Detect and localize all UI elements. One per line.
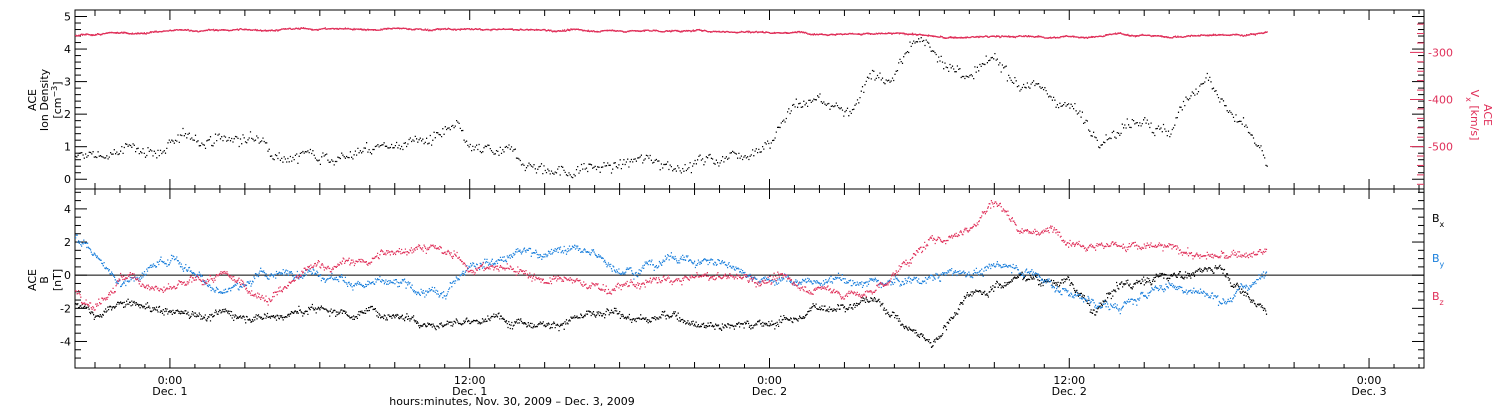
legend-bx: Bx: [1432, 212, 1445, 229]
y-tick-label-density: 4: [64, 43, 71, 56]
ion-density-ylabel-line1: ACE: [26, 89, 39, 111]
axis-ticks: [75, 10, 1424, 368]
ion-density-ylabel-line2: Ion Density: [38, 68, 51, 131]
magnetic-field-panel-frame: [74, 188, 1425, 369]
b-field-legend: Bx By Bz: [1432, 212, 1445, 307]
ion-density-series: [75, 37, 1268, 179]
x-tick-date: Dec. 2: [1052, 385, 1087, 398]
ion-density-ylabel: ACE Ion Density [cm−3]: [26, 68, 64, 131]
y-tick-label-b: -4: [60, 335, 71, 348]
by-series: [75, 234, 1268, 315]
data-series: [75, 26, 1268, 348]
y-tick-label-density: 3: [64, 76, 71, 89]
velocity-ylabel-line1: ACE: [1481, 104, 1494, 126]
y-tick-label-density: 0: [64, 173, 71, 186]
x-axis-title: hours:minutes, Nov. 30, 2009 – Dec. 3, 2…: [389, 395, 635, 408]
y-tick-label-velocity: -400: [1428, 94, 1453, 107]
b-field-ylabel-line1: ACE: [26, 269, 39, 291]
ion-density-ylabel-unit: [cm−3]: [50, 81, 65, 118]
y-tick-label-density: 2: [64, 108, 71, 121]
y-tick-label-velocity: -500: [1428, 141, 1453, 154]
x-tick-time: 0:00: [757, 374, 782, 387]
x-tick-time: 0:00: [158, 374, 183, 387]
y-tick-label-b: 2: [64, 236, 71, 249]
ion-density-series-points: [75, 37, 1268, 179]
y-tick-label-velocity: -300: [1428, 46, 1453, 59]
y-tick-label-density: 1: [64, 141, 71, 154]
legend-by: By: [1432, 252, 1445, 269]
x-tick-time: 12:00: [1053, 374, 1085, 387]
velocity-series-points: [75, 26, 1268, 40]
bz-series: [75, 200, 1268, 311]
x-tick-date: Dec. 3: [1351, 385, 1386, 398]
velocity-series: [75, 26, 1268, 40]
x-tick-date: Dec. 1: [152, 385, 187, 398]
y-tick-label-b: 0: [64, 269, 71, 282]
bz-series-points: [75, 200, 1268, 311]
y-tick-label-density: 5: [64, 11, 71, 24]
velocity-ylabel-line2: Vx [km/s]: [1465, 90, 1482, 141]
x-tick-date: Dec. 2: [752, 385, 787, 398]
b-field-ylabel-unit: [nT]: [51, 269, 64, 291]
velocity-ylabel: ACE Vx [km/s]: [1465, 90, 1495, 141]
x-tick-date: Dec. 1: [452, 385, 487, 398]
legend-bz: Bz: [1432, 290, 1444, 307]
by-series-points: [75, 234, 1268, 315]
y-tick-label-b: -2: [60, 302, 71, 315]
x-tick-time: 0:00: [1357, 374, 1382, 387]
y-tick-label-b: 4: [64, 203, 71, 216]
b-field-ylabel-line2: B: [38, 276, 51, 284]
bx-series: [75, 264, 1268, 348]
x-tick-time: 12:00: [454, 374, 486, 387]
bx-series-points: [75, 264, 1268, 348]
b-field-ylabel: ACE B [nT]: [26, 269, 64, 291]
